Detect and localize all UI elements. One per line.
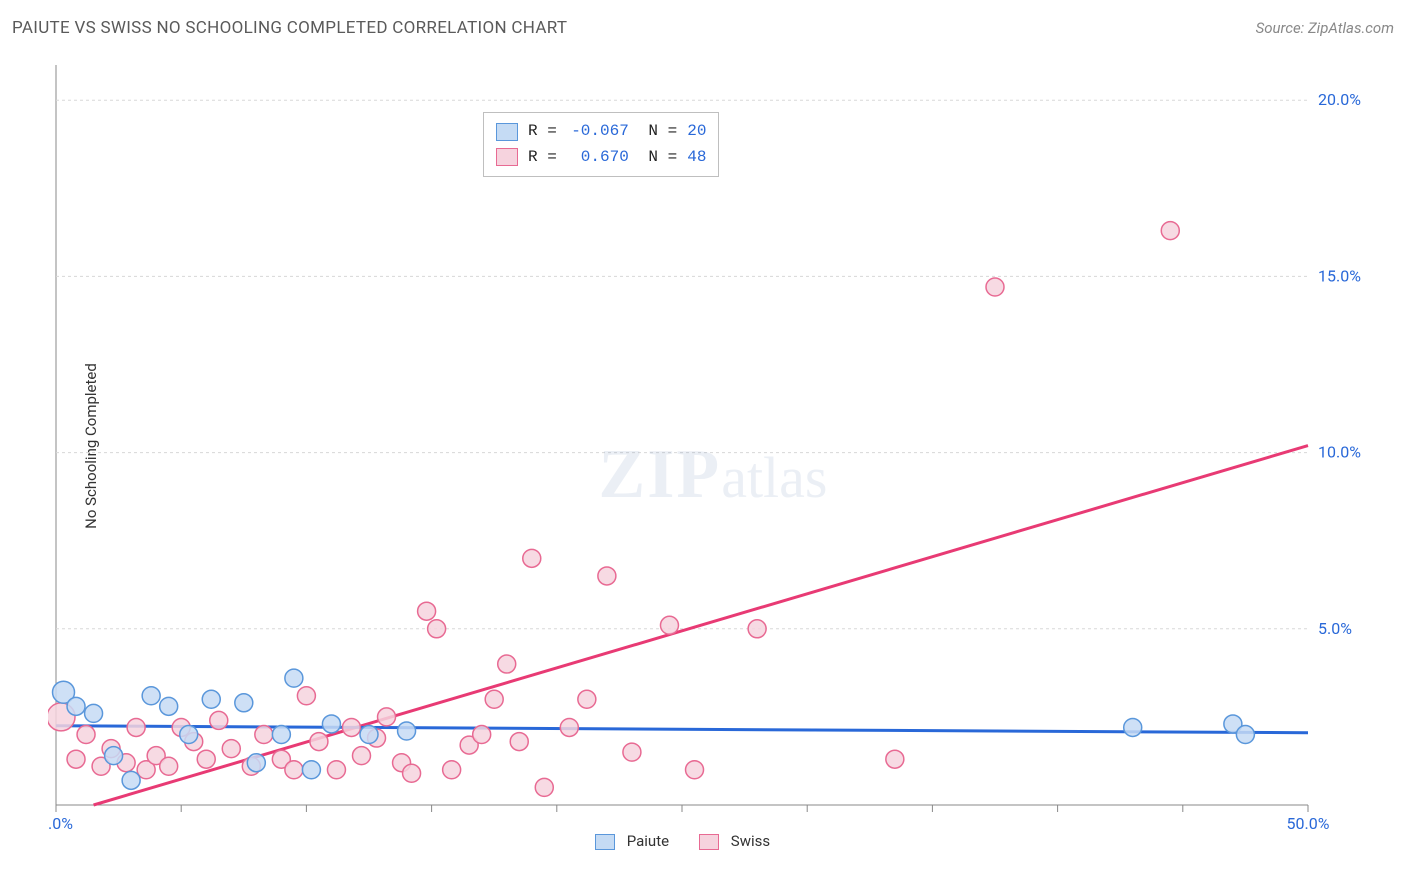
title-row: PAIUTE VS SWISS NO SCHOOLING COMPLETED C… [12, 18, 1394, 38]
legend-row-paiute: R = -0.067 N = 20 [496, 119, 706, 145]
svg-text:50.0%: 50.0% [1287, 814, 1330, 833]
legend-swatch-paiute [496, 123, 518, 141]
svg-text:5.0%: 5.0% [1318, 619, 1352, 638]
chart-title: PAIUTE VS SWISS NO SCHOOLING COMPLETED C… [12, 18, 567, 38]
svg-text:15.0%: 15.0% [1318, 266, 1361, 285]
legend-row-swiss: R = 0.670 N = 48 [496, 145, 706, 171]
legend-item-swiss: Swiss [699, 832, 770, 850]
svg-text:20.0%: 20.0% [1318, 90, 1361, 109]
svg-text:0.0%: 0.0% [48, 814, 73, 833]
scatter-plot: 5.0%10.0%15.0%20.0%0.0%50.0% ZIPatlas R … [48, 55, 1378, 835]
legend-swatch-swiss [496, 148, 518, 166]
correlation-legend: R = -0.067 N = 20 R = 0.670 N = 48 [483, 112, 719, 177]
legend-swatch-paiute-bottom [595, 834, 615, 850]
series-legend: Paiute Swiss [595, 832, 770, 850]
legend-item-paiute: Paiute [595, 832, 669, 850]
legend-swatch-swiss-bottom [699, 834, 719, 850]
svg-text:10.0%: 10.0% [1318, 443, 1361, 462]
source-label: Source: ZipAtlas.com [1256, 19, 1394, 37]
